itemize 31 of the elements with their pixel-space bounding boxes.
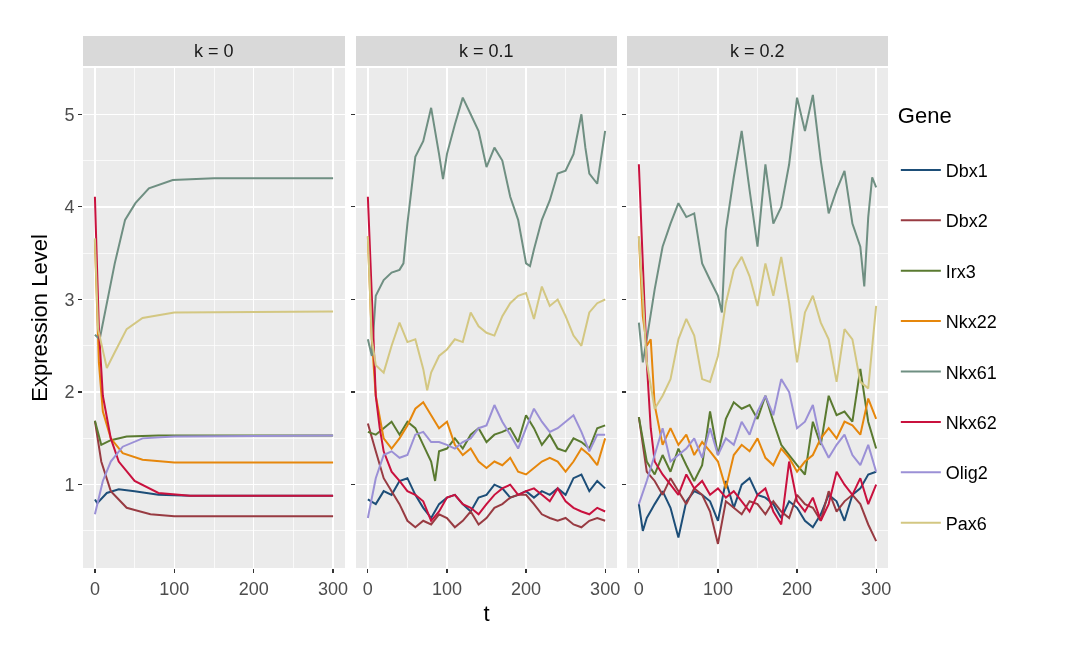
legend-label: Pax6: [945, 513, 987, 534]
legend-label: Nkx22: [945, 312, 997, 333]
legend-title: Gene: [897, 103, 952, 129]
x-tick-label: 0: [362, 578, 373, 599]
x-tick-label: 300: [590, 578, 621, 599]
x-axis-title: t: [483, 601, 490, 627]
legend-label: Dbx2: [945, 211, 988, 232]
x-tick-label: 300: [318, 578, 349, 599]
x-tick-label: 200: [511, 578, 542, 599]
y-tick-label: 2: [64, 382, 75, 403]
x-tick-label: 300: [861, 578, 892, 599]
y-axis-title: Expression Level: [27, 234, 53, 402]
y-tick-label: 4: [64, 197, 75, 218]
legend-label: Olig2: [945, 463, 988, 484]
chart-title: k = 0.1: [459, 41, 514, 61]
y-tick-label: 3: [64, 289, 75, 310]
legend-label: Dbx1: [945, 160, 988, 181]
chart-title: k = 0.2: [730, 41, 785, 61]
x-tick-label: 100: [431, 578, 462, 599]
chart-title: k = 0: [194, 41, 234, 61]
y-tick-label: 1: [64, 474, 75, 495]
y-tick-label: 5: [64, 104, 75, 125]
x-tick-label: 100: [702, 578, 733, 599]
x-tick-label: 0: [89, 578, 100, 599]
legend-label: Irx3: [945, 261, 976, 282]
legend-label: Nkx62: [945, 412, 997, 433]
x-tick-label: 200: [782, 578, 813, 599]
x-tick-label: 0: [633, 578, 644, 599]
x-tick-label: 200: [238, 578, 269, 599]
legend-label: Nkx61: [945, 362, 997, 383]
x-tick-label: 100: [159, 578, 190, 599]
